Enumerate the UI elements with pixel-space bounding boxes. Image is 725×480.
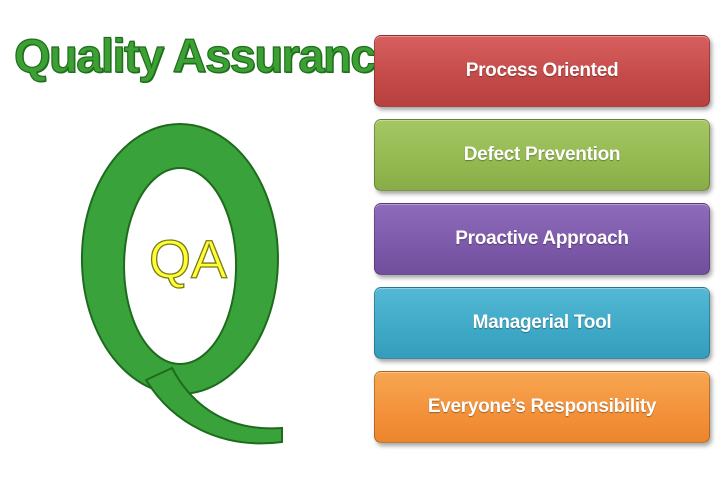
q-tail <box>144 366 283 445</box>
principle-label: Defect Prevention <box>463 144 621 165</box>
principle-label: Proactive Approach <box>455 228 629 249</box>
qa-inner-text: QA <box>149 230 227 290</box>
principle-box-managerial-tool: Managerial Tool <box>374 287 710 359</box>
q-letter-icon: QA <box>80 123 283 445</box>
principle-box-defect-prevention: Defect Prevention <box>374 119 710 191</box>
principle-label: Everyone’s Responsibility <box>427 396 657 417</box>
principle-box-everyones-responsibility: Everyone’s Responsibility <box>374 371 710 443</box>
principle-box-proactive-approach: Proactive Approach <box>374 203 710 275</box>
principle-label: Managerial Tool <box>472 312 612 333</box>
principle-label: Process Oriented <box>465 60 619 81</box>
qa-principles-list: Process Oriented Defect Prevention Proac… <box>374 35 710 455</box>
diagram-title: Quality Assurance <box>13 28 401 82</box>
qa-logo: QA <box>60 110 300 450</box>
principle-box-process-oriented: Process Oriented <box>374 35 710 107</box>
